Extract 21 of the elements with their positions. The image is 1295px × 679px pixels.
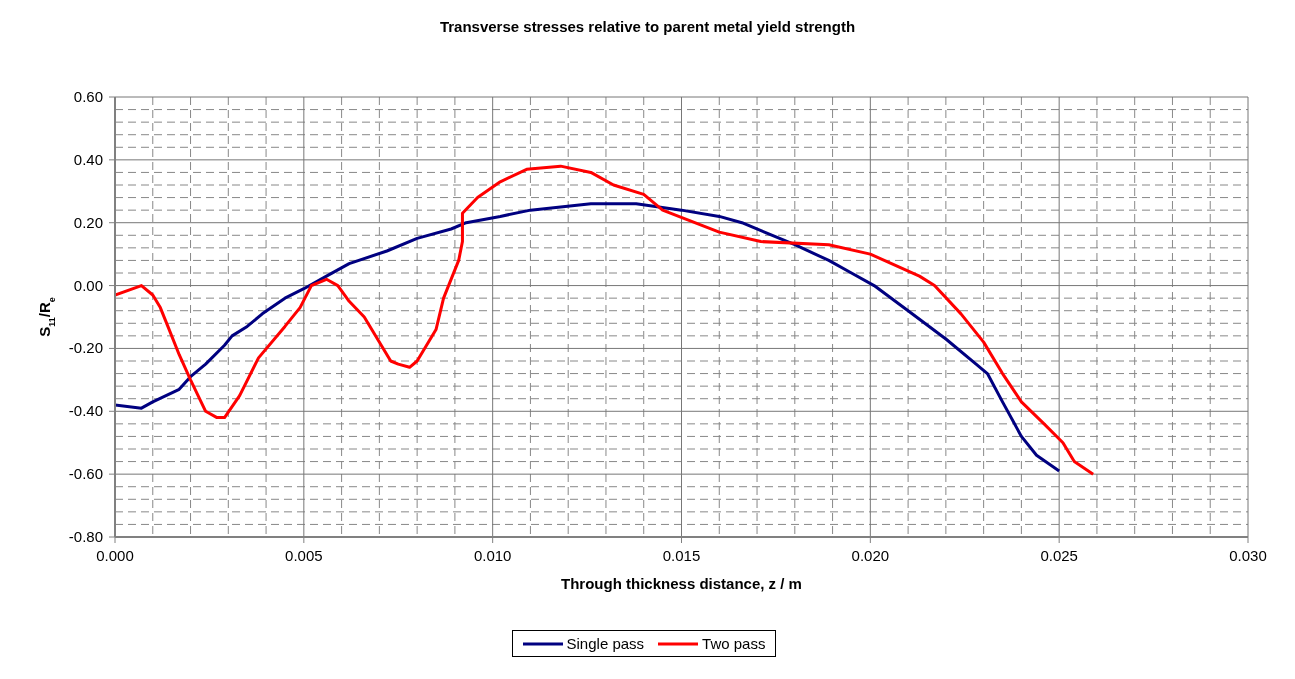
x-axis-title: Through thickness distance, z / m xyxy=(561,575,802,592)
y-tick-label: 0.20 xyxy=(73,213,103,231)
legend-label: Two pass xyxy=(702,635,766,652)
legend-label: Single pass xyxy=(566,635,645,652)
y-tick-label: 0.00 xyxy=(73,276,103,294)
x-tick-label: 0.025 xyxy=(1040,547,1078,564)
x-tick-label: 0.020 xyxy=(851,547,890,564)
chart-title: Transverse stresses relative to parent metal yield strength xyxy=(438,18,857,35)
line-series xyxy=(115,164,1095,476)
line-series xyxy=(115,202,1061,473)
x-tick-label: 0.005 xyxy=(285,547,323,564)
x-tick-label: 0.030 xyxy=(1229,547,1267,564)
y-tick-label: 0.60 xyxy=(73,88,103,105)
x-tick-label: 0.000 xyxy=(96,547,134,564)
y-tick-label: 0.40 xyxy=(73,150,103,168)
x-tick-label: 0.015 xyxy=(662,547,701,564)
y-tick-label: -0.80 xyxy=(68,528,103,545)
x-tick-label: 0.010 xyxy=(473,547,512,564)
y-tick-label: -0.20 xyxy=(68,339,103,357)
y-tick-label: -0.40 xyxy=(68,402,103,420)
y-tick-label: -0.60 xyxy=(68,465,103,483)
